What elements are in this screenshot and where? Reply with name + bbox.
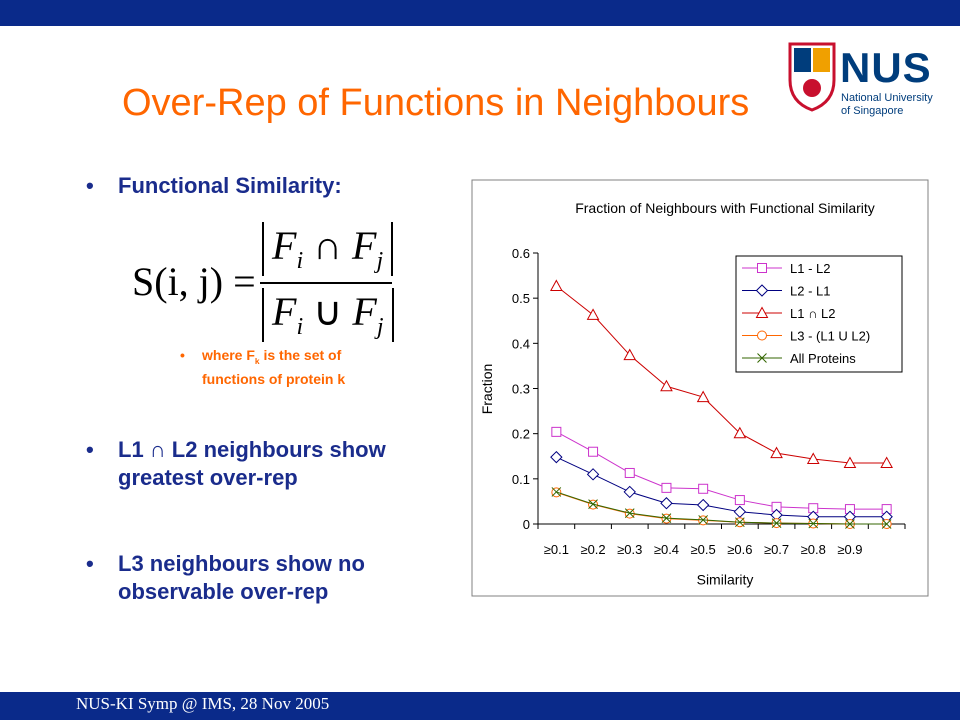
x-axis-label: Similarity bbox=[697, 571, 754, 587]
logo-line: National University bbox=[841, 92, 933, 104]
text: k bbox=[254, 355, 260, 366]
marker bbox=[696, 390, 710, 403]
sym: i bbox=[296, 314, 304, 340]
x-tick-label: ≥0.3 bbox=[617, 542, 642, 557]
marker bbox=[586, 468, 600, 481]
y-tick-label: 0.2 bbox=[512, 427, 530, 442]
marker bbox=[698, 483, 709, 494]
formula-lhs: S(i, j) = bbox=[132, 259, 256, 304]
y-axis-label: Fraction bbox=[479, 364, 495, 415]
y-tick-label: 0.1 bbox=[512, 472, 530, 487]
x-tick-label: ≥0.9 bbox=[837, 542, 862, 557]
chart-title: Fraction of Neighbours with Functional S… bbox=[575, 200, 875, 216]
legend-label: All Proteins bbox=[790, 351, 856, 366]
marker bbox=[696, 498, 710, 512]
y-tick-label: 0.4 bbox=[512, 336, 530, 351]
logo-crest bbox=[788, 42, 836, 112]
y-tick-label: 0.6 bbox=[512, 246, 530, 261]
sym: i bbox=[296, 248, 304, 274]
sym: ∩ bbox=[313, 223, 342, 268]
x-tick-label: ≥0.8 bbox=[801, 542, 826, 557]
series-line bbox=[556, 431, 887, 510]
x-tick-label: ≥0.1 bbox=[544, 542, 569, 557]
bullet: L1 ∩ L2 neighbours show greatest over-re… bbox=[86, 436, 458, 492]
marker bbox=[660, 379, 673, 392]
legend-label: L1 - L2 bbox=[790, 261, 830, 276]
bullet: L3 neighbours show no observable over-re… bbox=[86, 550, 438, 606]
marker bbox=[661, 482, 672, 493]
marker bbox=[586, 308, 600, 320]
marker bbox=[661, 513, 672, 523]
marker bbox=[843, 456, 857, 469]
marker bbox=[806, 452, 820, 464]
slide-title: Over-Rep of Functions in Neighbours bbox=[122, 82, 750, 124]
legend-label: L3 - (L1 U L2) bbox=[790, 329, 870, 344]
marker bbox=[880, 456, 893, 469]
sub-bullet: • where Fk is the set of functions of pro… bbox=[180, 347, 346, 387]
marker bbox=[698, 515, 709, 525]
legend-label: L2 - L1 bbox=[790, 284, 830, 299]
text: is the set of functions of protein k bbox=[202, 347, 346, 387]
marker bbox=[770, 446, 783, 459]
series-line bbox=[556, 456, 887, 518]
numerator: Fi ∩ Fj bbox=[262, 222, 394, 276]
sym: F bbox=[272, 223, 297, 268]
marker bbox=[757, 353, 767, 363]
logo-name: NUS bbox=[840, 44, 932, 91]
marker bbox=[755, 306, 769, 318]
footer: NUS-KI Symp @ IMS, 28 Nov 2005 bbox=[76, 694, 330, 713]
marker bbox=[623, 348, 637, 361]
marker bbox=[551, 487, 562, 497]
marker bbox=[551, 426, 562, 437]
marker bbox=[881, 519, 892, 529]
sym: j bbox=[376, 248, 384, 274]
x-tick-label: ≥0.5 bbox=[691, 542, 716, 557]
marker bbox=[757, 263, 767, 273]
marker bbox=[771, 518, 782, 528]
legend-label: L1 ∩ L2 bbox=[790, 306, 836, 321]
series-line bbox=[556, 491, 887, 525]
marker bbox=[588, 499, 598, 509]
marker bbox=[623, 485, 636, 499]
y-tick-label: 0.3 bbox=[512, 382, 530, 397]
y-tick-label: 0.5 bbox=[512, 291, 530, 306]
x-tick-label: ≥0.7 bbox=[764, 542, 789, 557]
marker bbox=[734, 517, 745, 528]
marker bbox=[550, 450, 563, 464]
x-tick-label: ≥0.6 bbox=[727, 542, 752, 557]
marker bbox=[588, 446, 599, 457]
sym: j bbox=[376, 314, 384, 340]
marker bbox=[733, 426, 747, 439]
bullet: Functional Similarity: bbox=[86, 172, 342, 200]
marker bbox=[624, 508, 635, 519]
fraction-bar bbox=[260, 282, 392, 284]
series-line bbox=[556, 285, 887, 464]
marker bbox=[845, 519, 855, 529]
top-bar bbox=[0, 0, 960, 26]
logo-line: of Singapore bbox=[841, 105, 904, 117]
x-tick-label: ≥0.2 bbox=[580, 542, 605, 557]
chart-frame bbox=[471, 179, 929, 597]
sym: F bbox=[352, 223, 377, 268]
sym: ∪ bbox=[313, 289, 343, 334]
marker bbox=[755, 284, 769, 297]
text: where F bbox=[202, 347, 255, 363]
marker bbox=[734, 495, 745, 506]
marker bbox=[660, 497, 673, 510]
marker bbox=[624, 467, 635, 478]
marker bbox=[757, 330, 767, 341]
marker bbox=[550, 279, 563, 291]
y-tick-label: 0 bbox=[523, 517, 530, 532]
bottom-bar bbox=[0, 692, 960, 720]
x-tick-label: ≥0.4 bbox=[654, 542, 679, 557]
denominator: Fi ∪ Fj bbox=[262, 288, 394, 342]
sym: F bbox=[272, 289, 297, 334]
marker bbox=[808, 518, 819, 529]
sym: F bbox=[352, 289, 377, 334]
